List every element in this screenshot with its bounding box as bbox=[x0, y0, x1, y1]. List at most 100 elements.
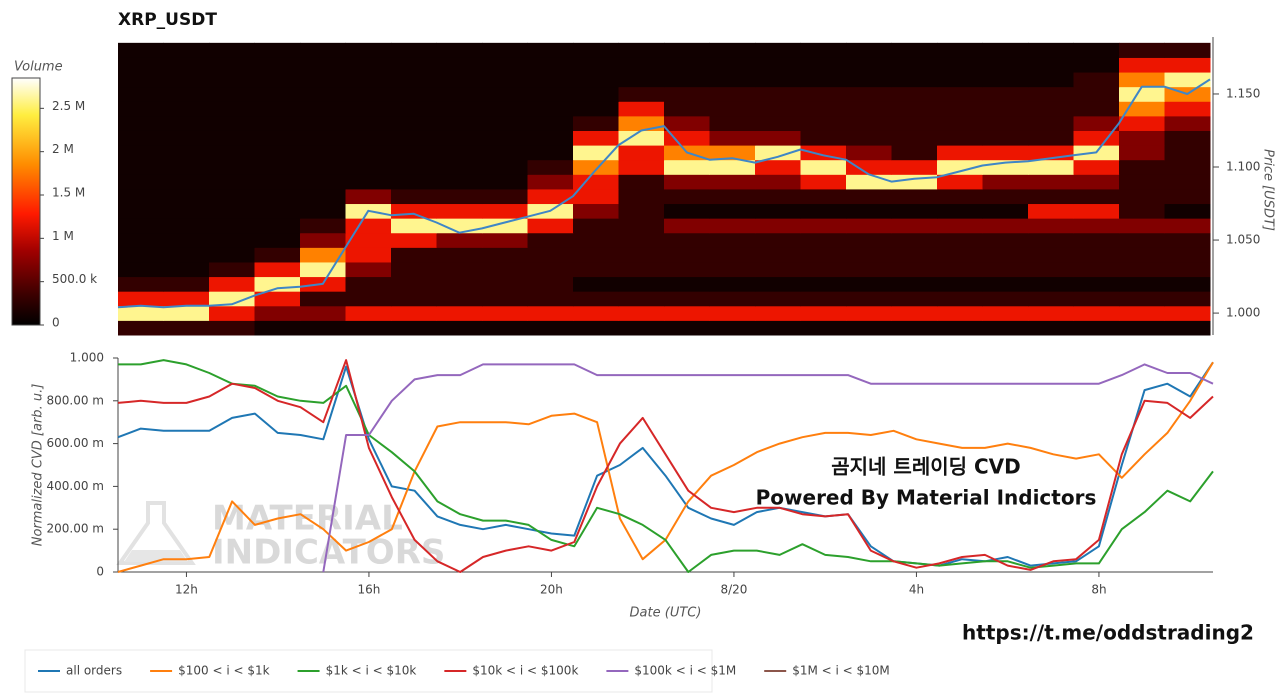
heat-cell bbox=[1119, 247, 1165, 263]
heat-cell bbox=[209, 188, 255, 205]
y-tick-label: 200.00 m bbox=[47, 522, 105, 536]
cvd-chart: 0 200.00 m 400.00 m 600.00 m 800.00 m 1.000 12… bbox=[31, 351, 1214, 621]
heat-cell bbox=[755, 276, 801, 292]
heat-cell bbox=[937, 159, 983, 175]
colorbar-tick-label: 1 M bbox=[52, 229, 74, 243]
heat-cell bbox=[209, 247, 255, 263]
heat-cell bbox=[755, 247, 801, 263]
heat-cell bbox=[618, 232, 665, 248]
heat-cell bbox=[300, 145, 346, 161]
heat-cell bbox=[209, 203, 255, 219]
heat-cell bbox=[118, 159, 164, 175]
heat-cell bbox=[1028, 188, 1074, 205]
heat-cell bbox=[618, 115, 665, 131]
heat-cell bbox=[937, 320, 983, 336]
heat-cell bbox=[527, 130, 574, 146]
heat-cell bbox=[891, 145, 938, 161]
heat-cell bbox=[709, 57, 756, 73]
heat-cell bbox=[391, 159, 437, 175]
heat-cell bbox=[800, 57, 847, 73]
heat-cell bbox=[482, 101, 528, 117]
x-tick-label: 8/20 bbox=[720, 583, 747, 597]
heat-cell bbox=[300, 188, 346, 205]
watermark-icon bbox=[116, 501, 196, 565]
heat-cell bbox=[1164, 320, 1211, 336]
heat-cell bbox=[891, 86, 938, 102]
heat-cell bbox=[937, 291, 983, 307]
heat-cell bbox=[1119, 86, 1165, 102]
heat-cell bbox=[846, 72, 892, 88]
heat-cell bbox=[391, 320, 437, 336]
heat-cell bbox=[391, 291, 437, 307]
heat-cell bbox=[709, 320, 756, 336]
heat-cell bbox=[1119, 115, 1165, 131]
heat-cell bbox=[1119, 101, 1165, 117]
heat-cell bbox=[254, 261, 301, 278]
heat-cell bbox=[846, 145, 892, 161]
heat-cell bbox=[527, 261, 574, 278]
heat-cell bbox=[1073, 232, 1120, 248]
y-tick-label: 1.000 bbox=[1226, 306, 1260, 320]
annotation: 곰지네 트레이딩 CVD bbox=[831, 455, 1020, 479]
heat-cell bbox=[209, 218, 255, 234]
heat-cell bbox=[163, 218, 210, 234]
heat-cell bbox=[1028, 174, 1074, 190]
heat-cell bbox=[209, 291, 255, 307]
heat-cell bbox=[755, 101, 801, 117]
heat-cell bbox=[1073, 188, 1120, 205]
heat-cell bbox=[1164, 218, 1211, 234]
heat-cell bbox=[891, 247, 938, 263]
heat-cell bbox=[800, 101, 847, 117]
heat-cell bbox=[209, 145, 255, 161]
heat-cell bbox=[573, 101, 619, 117]
heat-cell bbox=[1073, 101, 1120, 117]
heat-cell bbox=[391, 247, 437, 263]
heat-cell bbox=[300, 101, 346, 117]
annotation: Powered By Material Indictors bbox=[756, 486, 1097, 510]
heat-cell bbox=[755, 232, 801, 248]
heat-cell bbox=[573, 232, 619, 248]
heat-cell bbox=[118, 305, 164, 321]
heat-cell bbox=[345, 72, 392, 88]
heat-cell bbox=[254, 320, 301, 336]
heat-cell bbox=[1028, 320, 1074, 336]
heat-cell bbox=[163, 247, 210, 263]
heat-cell bbox=[755, 188, 801, 205]
heat-cell bbox=[254, 42, 301, 58]
heat-cell bbox=[1073, 203, 1120, 219]
heat-cell bbox=[618, 159, 665, 175]
heat-cell bbox=[345, 130, 392, 146]
heat-cell bbox=[1164, 203, 1211, 219]
heat-cell bbox=[891, 276, 938, 292]
heat-cell bbox=[709, 72, 756, 88]
heat-cell bbox=[982, 261, 1029, 278]
legend-label: all orders bbox=[66, 664, 122, 678]
heat-cell bbox=[527, 218, 574, 234]
heat-cell bbox=[300, 86, 346, 102]
heat-cell bbox=[1119, 42, 1165, 58]
heat-cell bbox=[573, 188, 619, 205]
heat-cell bbox=[846, 42, 892, 58]
heat-cell bbox=[1119, 276, 1165, 292]
y-tick-label: 1.100 bbox=[1226, 160, 1260, 174]
heat-cell bbox=[800, 232, 847, 248]
heat-cell bbox=[846, 115, 892, 131]
heat-cell bbox=[1119, 188, 1165, 205]
heat-cell bbox=[1119, 72, 1165, 88]
heat-cell bbox=[436, 203, 483, 219]
heat-cell bbox=[1028, 247, 1074, 263]
y-tick-label: 1.050 bbox=[1226, 233, 1260, 247]
heat-cell bbox=[618, 42, 665, 58]
heat-cell bbox=[709, 86, 756, 102]
heat-cell bbox=[345, 174, 392, 190]
heat-cell bbox=[891, 261, 938, 278]
heat-cell bbox=[1028, 291, 1074, 307]
heat-cell bbox=[846, 188, 892, 205]
heat-cell bbox=[254, 247, 301, 263]
heat-cell bbox=[755, 218, 801, 234]
heat-cell bbox=[846, 291, 892, 307]
heat-cell bbox=[891, 218, 938, 234]
heat-cell bbox=[1028, 101, 1074, 117]
heat-cell bbox=[254, 130, 301, 146]
heat-cell bbox=[982, 188, 1029, 205]
